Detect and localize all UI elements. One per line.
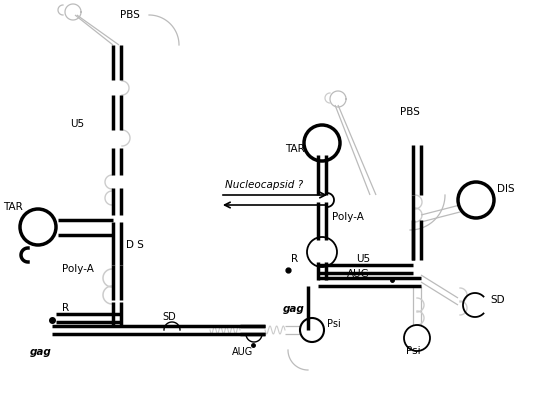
Text: Poly-A: Poly-A xyxy=(62,264,94,274)
Text: AUG: AUG xyxy=(347,269,370,279)
Text: Poly-A: Poly-A xyxy=(332,212,364,222)
Text: PBS: PBS xyxy=(400,107,420,117)
Text: R: R xyxy=(291,254,298,264)
Text: Nucleocapsid ?: Nucleocapsid ? xyxy=(225,180,303,190)
Text: SD: SD xyxy=(490,295,504,305)
Text: AUG: AUG xyxy=(232,347,253,357)
Text: R: R xyxy=(62,303,69,313)
Text: Psi: Psi xyxy=(406,346,421,356)
Text: gag: gag xyxy=(283,304,305,314)
Text: U5: U5 xyxy=(70,119,84,129)
Text: gag: gag xyxy=(30,347,52,357)
Text: TAR: TAR xyxy=(285,144,305,154)
Text: Psi: Psi xyxy=(327,319,341,329)
Text: DIS: DIS xyxy=(497,184,515,194)
Text: D S: D S xyxy=(126,240,144,250)
Text: SD: SD xyxy=(162,312,176,322)
Text: PBS: PBS xyxy=(120,10,140,20)
Text: U5: U5 xyxy=(356,254,370,264)
Text: TAR: TAR xyxy=(3,202,23,212)
